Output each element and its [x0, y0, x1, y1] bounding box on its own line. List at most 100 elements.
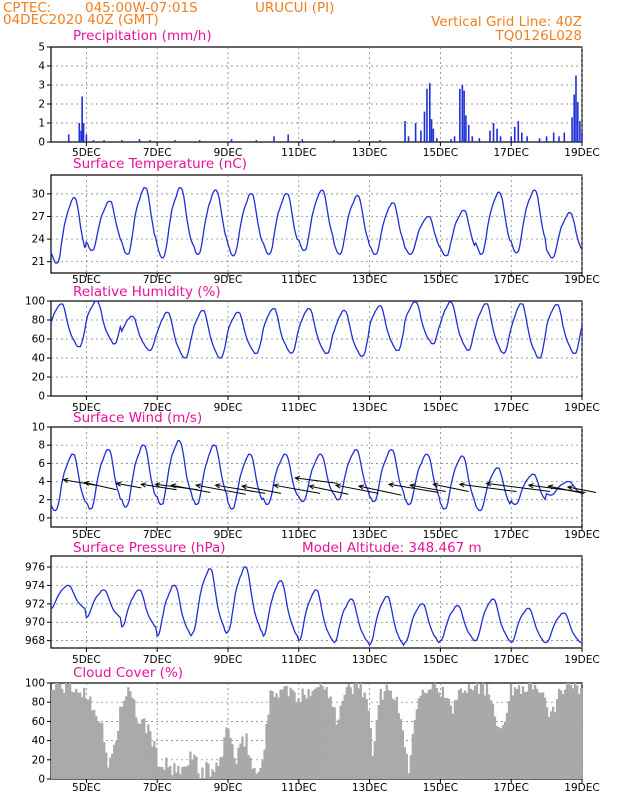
cloud-bar	[213, 771, 216, 779]
cloud-bar	[187, 765, 190, 779]
precip-bar	[103, 140, 105, 142]
x-tick-label: 13DEC	[352, 147, 387, 159]
cloud-bar	[303, 694, 306, 779]
cloud-bar	[509, 683, 513, 779]
cloud-bar	[301, 688, 304, 779]
precip-bar	[420, 130, 422, 142]
cloud-bar	[357, 688, 360, 779]
cloud-bar	[319, 683, 322, 779]
cloud-bar	[375, 719, 378, 779]
cloud-bar	[529, 683, 533, 779]
plot-frame	[50, 174, 583, 274]
cloud-bar	[407, 773, 410, 779]
cloud-bar	[527, 683, 531, 779]
panel-title: Relative Humidity (%)	[73, 284, 221, 300]
cloud-bar	[181, 767, 184, 779]
panel-title: Surface Temperature (nC)	[73, 156, 247, 172]
cloud-bar	[121, 706, 124, 779]
cloud-bar	[197, 773, 200, 779]
y-tick-label: 20	[32, 754, 45, 766]
cloud-bar	[353, 683, 356, 779]
cloud-bar	[237, 747, 240, 779]
cloud-bar	[233, 757, 236, 779]
cloud-bar	[143, 718, 146, 779]
cloud-bar	[473, 685, 477, 779]
precip-bar	[489, 130, 491, 142]
cloud-bar	[337, 719, 340, 779]
precip-bar	[575, 75, 577, 142]
cloud-bar	[161, 767, 164, 779]
cloud-bar	[271, 691, 274, 779]
panel-title: Precipitation (mm/h)	[73, 28, 212, 44]
wind-arrow-head	[357, 484, 364, 490]
cloud-bar	[205, 761, 208, 779]
panel-title: Surface Wind (m/s)	[73, 410, 202, 426]
cloud-bar	[541, 692, 545, 779]
y-tick-label: 80	[32, 697, 45, 709]
cloud-bar	[475, 683, 479, 779]
x-tick-label: 11DEC	[281, 782, 316, 794]
cloud-bar	[427, 689, 431, 779]
cloud-bar	[167, 767, 170, 779]
cloud-bar	[249, 757, 252, 779]
precip-bar	[121, 140, 123, 142]
cloud-bar	[79, 692, 82, 779]
x-tick-label: 5DEC	[72, 274, 101, 286]
cloud-bar	[265, 723, 268, 779]
x-tick-label: 7DEC	[143, 529, 172, 541]
x-tick-label: 19DEC	[564, 402, 599, 414]
cloud-bar	[307, 689, 310, 779]
panel-cloud: 5DEC 7DEC 9DEC 11DEC 13DEC 15DEC 17DEC 19DEC 0 20…	[25, 665, 600, 794]
cloud-bar	[59, 684, 62, 779]
cloud-bar	[277, 697, 280, 779]
cloud-bar	[453, 700, 457, 779]
wind-arrow	[567, 486, 597, 493]
cloud-bar	[313, 689, 316, 779]
precip-bar	[85, 134, 88, 142]
cloud-bar	[129, 691, 132, 779]
cloud-bar	[531, 689, 535, 779]
wind-arrow-head	[170, 483, 177, 489]
cloud-bar	[343, 694, 346, 779]
wind-arrow	[295, 477, 338, 484]
cloud-bar	[153, 741, 156, 779]
cloud-bar	[257, 772, 260, 779]
precip-bar	[465, 115, 467, 142]
cloud-bar	[469, 688, 473, 779]
wind-arrow-head	[241, 484, 248, 490]
cloud-bar	[543, 697, 547, 779]
cloud-bar	[137, 723, 140, 779]
y-tick-label: 40	[32, 353, 45, 365]
x-tick-label: 13DEC	[352, 402, 387, 414]
plot-frame	[50, 300, 583, 397]
cloud-bar	[565, 683, 569, 779]
precip-bar	[478, 138, 481, 142]
cloud-bar	[95, 715, 98, 779]
wind-arrow-head	[83, 480, 90, 486]
y-tick-label: 5	[38, 42, 45, 54]
precip-bar	[436, 138, 438, 142]
header-init-time: 04DEC2020 40Z (GMT)	[3, 12, 159, 28]
cloud-bar	[425, 693, 429, 779]
cloud-bar	[535, 688, 539, 779]
precip-bar	[287, 134, 289, 142]
cloud-bar	[109, 757, 112, 779]
cloud-bar	[449, 705, 453, 779]
y-tick-label: 10	[32, 422, 45, 434]
cloud-bar	[85, 699, 88, 779]
cloud-bar	[359, 683, 362, 779]
cloud-bar	[387, 690, 390, 779]
wind-arrow-head	[547, 484, 554, 490]
cloud-bar	[203, 778, 206, 779]
x-tick-label: 17DEC	[493, 529, 528, 541]
cloud-bar	[507, 701, 511, 779]
wind-arrow	[273, 484, 321, 494]
wind-arrow-head	[387, 482, 395, 488]
cloud-bar	[147, 724, 150, 779]
cloud-bar	[133, 699, 136, 779]
cloud-bar	[57, 683, 60, 779]
cloud-bar	[489, 700, 493, 779]
cloud-bar	[385, 684, 388, 779]
cloud-bar	[567, 683, 571, 779]
cloud-bar	[373, 741, 376, 779]
